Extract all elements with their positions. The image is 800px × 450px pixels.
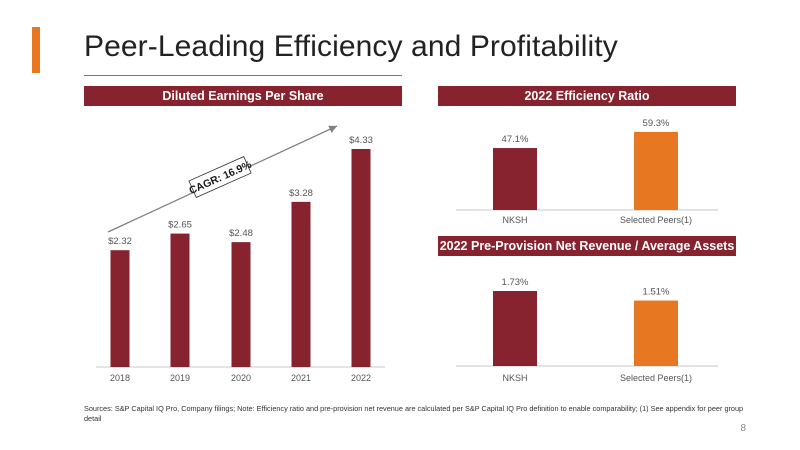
eps-data-label: $2.65 <box>168 220 192 231</box>
eps-data-label: $2.32 <box>108 236 132 247</box>
efficiency-chart-title: 2022 Efficiency Ratio <box>438 86 736 106</box>
cagr-callout-box <box>188 156 252 198</box>
eps-bar <box>170 233 190 367</box>
eps-tick-label: 2021 <box>291 373 311 383</box>
eps-data-label: $2.48 <box>229 228 253 239</box>
ppnr-tick-label: Selected Peers(1) <box>620 373 692 383</box>
eps-tick-label: 2020 <box>231 373 251 383</box>
eps-tick-label: 2019 <box>170 373 190 383</box>
efficiency-bar <box>634 132 678 210</box>
efficiency-tick-label: Selected Peers(1) <box>620 215 692 225</box>
slide-title: Peer-Leading Efficiency and Profitabilit… <box>84 30 618 63</box>
cagr-callout: CAGR: 16.9% <box>187 156 254 198</box>
efficiency-tick-label: NKSH <box>502 215 527 225</box>
ppnr-tick-label: NKSH <box>502 373 527 383</box>
ppnr-chart-title: 2022 Pre-Provision Net Revenue / Average… <box>438 236 736 256</box>
ppnr-data-label: 1.73% <box>502 277 529 288</box>
efficiency-bar <box>493 148 537 210</box>
footnote: Sources: S&P Capital IQ Pro, Company fil… <box>84 404 744 423</box>
efficiency-data-label: 47.1% <box>502 134 529 145</box>
eps-data-label: $4.33 <box>349 135 373 146</box>
efficiency-data-label: 59.3% <box>643 118 670 129</box>
ppnr-data-label: 1.51% <box>643 287 670 298</box>
page-number: 8 <box>740 423 746 434</box>
eps-tick-label: 2022 <box>351 373 371 383</box>
eps-bar <box>110 250 130 367</box>
title-divider <box>84 75 402 76</box>
ppnr-bar <box>634 300 678 366</box>
eps-chart-title: Diluted Earnings Per Share <box>84 86 402 106</box>
title-accent-bar <box>32 27 40 73</box>
eps-bar <box>291 201 311 367</box>
ppnr-bar <box>493 291 537 366</box>
eps-data-label: $3.28 <box>289 188 313 199</box>
eps-tick-label: 2018 <box>110 373 130 383</box>
eps-bar <box>351 149 371 367</box>
eps-bar <box>231 242 251 367</box>
